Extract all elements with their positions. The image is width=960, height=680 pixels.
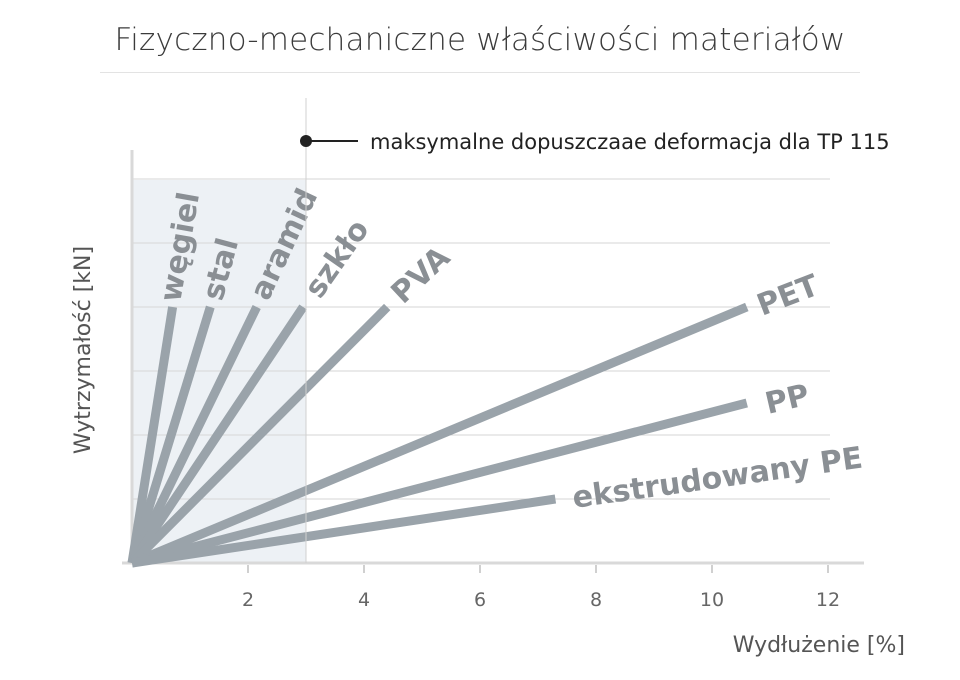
series-line-pet bbox=[130, 302, 749, 568]
annotation-marker bbox=[300, 135, 312, 147]
series-line-ekstrudowany-pe bbox=[131, 494, 557, 568]
series-line-pp bbox=[130, 398, 748, 568]
title-divider bbox=[100, 72, 860, 73]
x-tick-label: 4 bbox=[358, 589, 370, 611]
x-tick-label: 12 bbox=[816, 589, 840, 611]
series-line-stal bbox=[127, 305, 215, 565]
x-axis-title: Wydłużenie [%] bbox=[733, 633, 905, 658]
series-line-wegiel bbox=[127, 306, 178, 564]
series-line-pva bbox=[128, 303, 391, 567]
annotation: maksymalne dopuszczaae deformacja dla TP… bbox=[300, 98, 890, 563]
series-label-ekstrudowany-pe: ekstrudowany PE bbox=[570, 441, 865, 516]
y-axis-title: Wytrzymałość [kN] bbox=[71, 246, 96, 454]
series-line-aramid bbox=[127, 305, 261, 565]
x-tick-label: 10 bbox=[700, 589, 724, 611]
annotation-text: maksymalne dopuszczaae deformacja dla TP… bbox=[370, 130, 890, 154]
x-tick-label: 2 bbox=[242, 589, 254, 611]
axes: 2 4 6 8 10 12 bbox=[122, 150, 864, 611]
chart-title: Fizyczno-mechaniczne właściwości materia… bbox=[114, 22, 846, 58]
x-tick-label: 8 bbox=[590, 589, 602, 611]
series-lines bbox=[127, 302, 749, 568]
series-label-pet: PET bbox=[752, 268, 824, 323]
series-line-szklo bbox=[128, 304, 307, 566]
series-label-pp: PP bbox=[762, 378, 813, 422]
x-tick-label: 6 bbox=[474, 589, 486, 611]
series-label-pva: PVA bbox=[385, 239, 458, 310]
gridlines bbox=[132, 178, 830, 500]
